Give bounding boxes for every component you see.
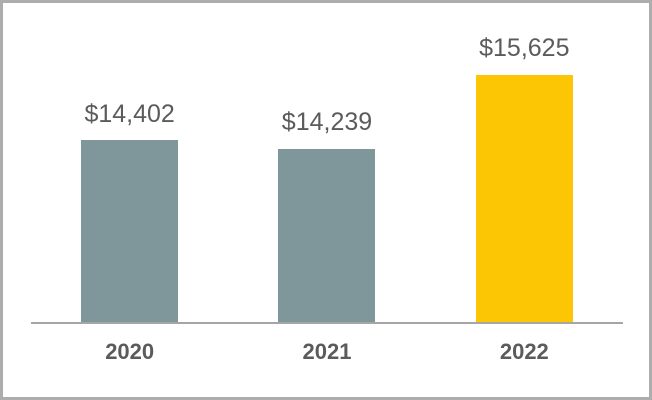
data-label-2020: $14,402 xyxy=(84,99,175,128)
bar-2020 xyxy=(81,140,179,322)
bar-group-2022: $15,625 xyxy=(426,3,623,322)
bar-2021 xyxy=(278,148,376,322)
bar-2022 xyxy=(475,74,573,322)
plot-area: $14,402 $14,239 $15,625 xyxy=(31,3,623,324)
data-label-2022: $15,625 xyxy=(479,34,570,63)
x-tick-label-2021: 2021 xyxy=(302,339,352,364)
x-tick-label-2020: 2020 xyxy=(105,339,155,364)
bar-chart: $14,402 $14,239 $15,625 2020 2021 2022 xyxy=(31,3,623,397)
bar-group-2020: $14,402 xyxy=(31,3,228,322)
bar-group-2021: $14,239 xyxy=(228,3,425,322)
x-axis: 2020 2021 2022 xyxy=(31,324,623,365)
data-label-2021: $14,239 xyxy=(281,108,373,137)
x-tick-label-2022: 2022 xyxy=(499,339,549,364)
